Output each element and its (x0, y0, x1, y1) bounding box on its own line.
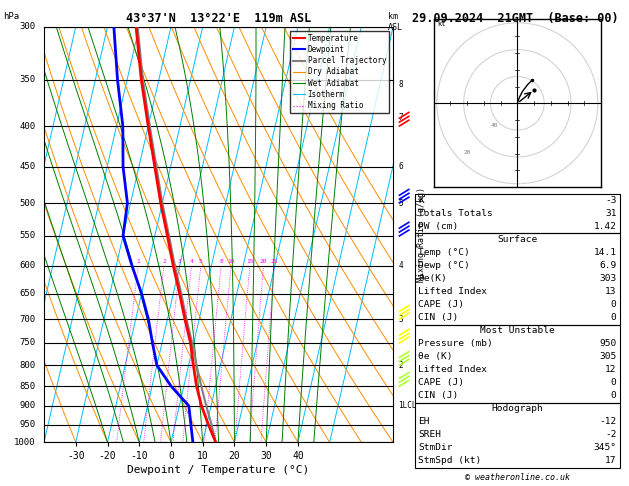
Text: 303: 303 (599, 274, 616, 283)
Text: 450: 450 (19, 162, 35, 171)
Text: Dewp (°C): Dewp (°C) (418, 261, 470, 270)
Text: Mixing Ratio (g/kg): Mixing Ratio (g/kg) (416, 187, 426, 282)
Text: 1LCL: 1LCL (398, 401, 417, 410)
Text: 6: 6 (398, 162, 403, 171)
Text: Surface: Surface (498, 235, 537, 244)
Text: 25: 25 (270, 259, 278, 264)
Text: 31: 31 (605, 209, 616, 218)
Text: 0: 0 (611, 391, 616, 400)
Text: 43°37'N  13°22'E  119m ASL: 43°37'N 13°22'E 119m ASL (126, 12, 311, 25)
Text: 3: 3 (398, 314, 403, 324)
Text: 4: 4 (189, 259, 193, 264)
Text: 650: 650 (19, 289, 35, 298)
Text: 13: 13 (605, 287, 616, 296)
Text: Totals Totals: Totals Totals (418, 209, 493, 218)
Text: 500: 500 (19, 199, 35, 208)
Legend: Temperature, Dewpoint, Parcel Trajectory, Dry Adiabat, Wet Adiabat, Isotherm, Mi: Temperature, Dewpoint, Parcel Trajectory… (290, 31, 389, 113)
Text: 750: 750 (19, 338, 35, 347)
Text: EH: EH (418, 417, 430, 426)
Text: 2: 2 (162, 259, 166, 264)
Text: -12: -12 (599, 417, 616, 426)
Text: 1000: 1000 (14, 438, 35, 447)
Text: 8: 8 (220, 259, 223, 264)
Text: 15: 15 (246, 259, 253, 264)
Text: 950: 950 (599, 339, 616, 348)
Text: 550: 550 (19, 231, 35, 241)
Text: 29.09.2024  21GMT  (Base: 00): 29.09.2024 21GMT (Base: 00) (412, 12, 618, 25)
Text: -2: -2 (605, 430, 616, 439)
Text: θe (K): θe (K) (418, 352, 453, 361)
Text: Hodograph: Hodograph (491, 404, 543, 413)
Text: 1.42: 1.42 (593, 222, 616, 231)
Text: 14.1: 14.1 (593, 248, 616, 257)
Text: Temp (°C): Temp (°C) (418, 248, 470, 257)
Text: 17: 17 (605, 456, 616, 466)
Text: 0: 0 (611, 378, 616, 387)
Text: K: K (418, 196, 424, 205)
Text: Lifted Index: Lifted Index (418, 287, 487, 296)
Text: 4: 4 (398, 261, 403, 270)
Text: 5: 5 (398, 199, 403, 208)
Text: 800: 800 (19, 361, 35, 370)
X-axis label: Dewpoint / Temperature (°C): Dewpoint / Temperature (°C) (128, 466, 309, 475)
Text: 950: 950 (19, 420, 35, 429)
Text: 20: 20 (260, 259, 267, 264)
Text: 300: 300 (19, 22, 35, 31)
Text: 12: 12 (605, 365, 616, 374)
Text: StmDir: StmDir (418, 443, 453, 452)
Text: 6.9: 6.9 (599, 261, 616, 270)
Text: CAPE (J): CAPE (J) (418, 300, 464, 309)
Text: 1: 1 (136, 259, 140, 264)
Text: StmSpd (kt): StmSpd (kt) (418, 456, 482, 466)
Text: Pressure (mb): Pressure (mb) (418, 339, 493, 348)
Text: 20: 20 (464, 150, 471, 155)
Text: Lifted Index: Lifted Index (418, 365, 487, 374)
Text: 0: 0 (611, 300, 616, 309)
Text: Most Unstable: Most Unstable (480, 326, 555, 335)
Text: -3: -3 (605, 196, 616, 205)
Text: θe(K): θe(K) (418, 274, 447, 283)
Text: 40: 40 (491, 123, 498, 128)
Text: 0: 0 (611, 313, 616, 322)
Text: 5: 5 (199, 259, 203, 264)
Text: CIN (J): CIN (J) (418, 313, 459, 322)
Text: 850: 850 (19, 382, 35, 391)
Text: 10: 10 (227, 259, 235, 264)
Text: 305: 305 (599, 352, 616, 361)
Text: 3: 3 (178, 259, 182, 264)
Text: © weatheronline.co.uk: © weatheronline.co.uk (465, 473, 570, 482)
Text: 600: 600 (19, 261, 35, 270)
Text: 700: 700 (19, 314, 35, 324)
Text: SREH: SREH (418, 430, 442, 439)
Text: 7: 7 (398, 113, 403, 122)
Text: CIN (J): CIN (J) (418, 391, 459, 400)
Text: 2: 2 (398, 361, 403, 370)
Text: 350: 350 (19, 75, 35, 85)
Text: CAPE (J): CAPE (J) (418, 378, 464, 387)
Text: hPa: hPa (3, 12, 19, 21)
Text: 400: 400 (19, 122, 35, 131)
Text: 345°: 345° (593, 443, 616, 452)
Text: 900: 900 (19, 401, 35, 410)
Text: kt: kt (437, 21, 445, 27)
Text: 8: 8 (398, 80, 403, 89)
Text: km
ASL: km ASL (388, 12, 403, 32)
Text: PW (cm): PW (cm) (418, 222, 459, 231)
